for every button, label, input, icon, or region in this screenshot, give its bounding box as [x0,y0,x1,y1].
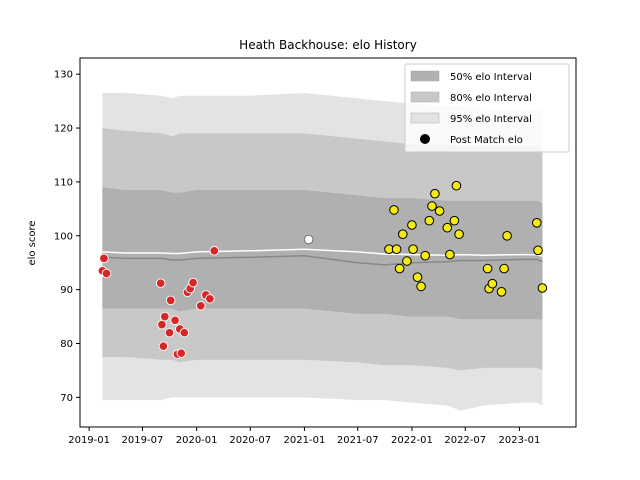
data-point-wins [496,287,507,297]
data-point-losses [155,278,166,288]
data-point-losses [170,315,180,326]
chart-title: Heath Backhouse: elo History [239,38,417,52]
data-point-wins [451,180,462,191]
data-point-wins [412,272,423,283]
legend-swatch [410,70,440,82]
data-point-wins [454,229,464,239]
x-tick-label: 2020-07 [229,435,271,446]
data-point-wins [408,244,418,254]
y-tick-label: 120 [54,124,73,135]
data-point-wins [394,263,405,274]
legend-swatch [410,112,440,124]
data-point-losses [160,311,170,322]
data-point-wins [407,220,417,230]
data-point-wins [487,278,498,289]
legend-label: 95% elo Interval [450,114,532,125]
data-point-wins [533,245,543,256]
data-point-wins [442,222,453,233]
data-point-losses [196,301,206,311]
data-point-losses [165,295,176,306]
data-point-losses [164,327,175,338]
y-tick-label: 90 [60,285,73,296]
x-tick-label: 2022-07 [444,435,486,446]
legend: 50% elo Interval 80% elo Interval 95% elo … [404,63,570,153]
legend-frame [404,63,570,153]
y-axis: 70 80 90 100 110 120 130 [54,70,80,404]
data-point-wins [430,188,440,199]
x-tick-label: 2022-01 [391,435,433,446]
x-tick-label: 2019-01 [68,435,110,446]
x-tick-label: 2021-01 [284,435,326,446]
data-point-wins [424,215,435,226]
data-point-wins [434,206,445,216]
data-point-losses [205,294,215,304]
data-point-wins [499,263,509,274]
legend-marker [420,134,430,144]
data-point-losses [157,319,167,330]
data-point-wins [445,249,455,260]
data-point-wins [449,215,460,226]
x-tick-label: 2020-01 [176,435,218,446]
data-point-wins [482,263,493,274]
x-tick-label: 2019-07 [122,435,164,446]
data-point-losses [188,277,198,288]
x-tick-label: 2021-07 [337,435,379,446]
data-point-losses [158,341,169,351]
data-point-wins [398,229,408,239]
data-point-wins [416,281,426,292]
y-tick-label: 110 [54,177,73,188]
post-match-points [97,180,548,360]
legend-label: 80% elo Interval [450,93,532,104]
data-point-losses [179,327,190,338]
y-tick-label: 130 [54,70,73,81]
plot-frame [79,57,577,428]
data-point-wins [389,205,399,215]
legend-label: Post Match elo [450,135,523,146]
x-axis: 2019-01 2019-07 2020-01 2020-07 2021-01 2021-… [68,427,540,446]
y-tick-label: 70 [60,393,73,404]
data-point-wins [502,231,512,241]
y-tick-label: 80 [60,339,73,350]
data-point-wins [402,256,412,266]
y-axis-label: elo score [27,220,38,265]
data-point-wins [420,250,431,261]
data-point-neutral [303,234,314,245]
x-tick-label: 2023-01 [499,435,541,446]
legend-swatch [410,91,440,103]
data-point-losses [176,348,187,358]
median-line [102,254,543,266]
data-point-losses [209,246,220,256]
data-point-wins [537,283,548,293]
y-tick-label: 100 [54,231,73,242]
data-point-losses [101,268,112,279]
mean-line [102,248,543,257]
data-point-losses [99,253,109,264]
elo-trend-lines [102,248,543,266]
data-point-wins [427,201,437,211]
data-point-wins [391,244,402,254]
legend-label: 50% elo Interval [450,72,532,83]
data-point-wins [532,218,542,228]
